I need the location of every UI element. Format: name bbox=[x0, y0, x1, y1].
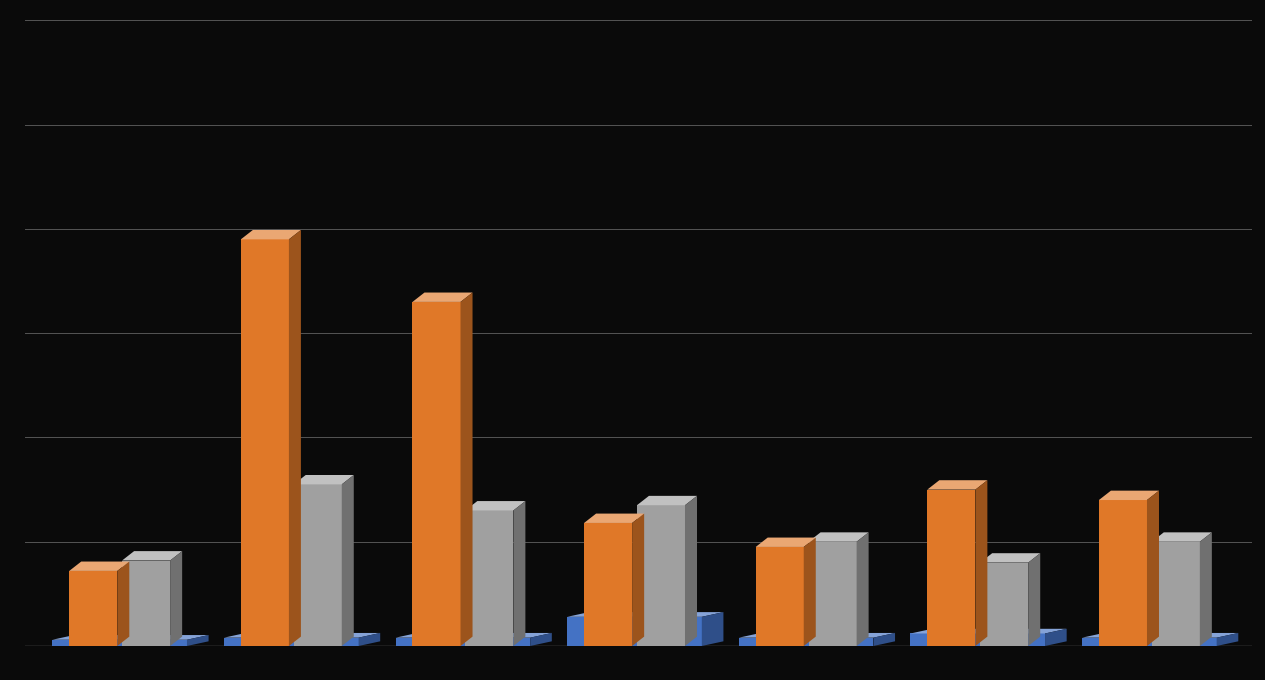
Polygon shape bbox=[739, 638, 873, 646]
Polygon shape bbox=[240, 239, 288, 646]
Polygon shape bbox=[911, 629, 1066, 634]
Polygon shape bbox=[1152, 532, 1212, 542]
Polygon shape bbox=[52, 635, 209, 640]
Polygon shape bbox=[632, 513, 644, 646]
Polygon shape bbox=[1199, 532, 1212, 646]
Polygon shape bbox=[358, 633, 381, 646]
Polygon shape bbox=[118, 562, 129, 646]
Polygon shape bbox=[460, 292, 473, 646]
Polygon shape bbox=[567, 617, 702, 646]
Polygon shape bbox=[396, 633, 552, 638]
Polygon shape bbox=[514, 501, 525, 646]
Polygon shape bbox=[975, 480, 988, 646]
Polygon shape bbox=[856, 532, 869, 646]
Polygon shape bbox=[1082, 638, 1217, 646]
Polygon shape bbox=[1028, 554, 1040, 646]
Polygon shape bbox=[342, 475, 354, 646]
Polygon shape bbox=[171, 551, 182, 646]
Polygon shape bbox=[1217, 633, 1238, 646]
Polygon shape bbox=[293, 475, 354, 484]
Polygon shape bbox=[755, 547, 803, 646]
Polygon shape bbox=[584, 523, 632, 646]
Polygon shape bbox=[412, 302, 460, 646]
Polygon shape bbox=[911, 634, 1045, 646]
Polygon shape bbox=[584, 513, 644, 523]
Polygon shape bbox=[1045, 629, 1066, 646]
Polygon shape bbox=[803, 538, 816, 646]
Polygon shape bbox=[980, 562, 1028, 646]
Polygon shape bbox=[739, 633, 896, 638]
Polygon shape bbox=[187, 635, 209, 646]
Polygon shape bbox=[927, 490, 975, 646]
Polygon shape bbox=[873, 633, 896, 646]
Polygon shape bbox=[702, 612, 724, 646]
Polygon shape bbox=[70, 571, 118, 646]
Polygon shape bbox=[638, 496, 697, 505]
Polygon shape bbox=[396, 638, 530, 646]
Polygon shape bbox=[1099, 491, 1159, 500]
Polygon shape bbox=[1082, 633, 1238, 638]
Polygon shape bbox=[927, 480, 988, 490]
Polygon shape bbox=[123, 560, 171, 646]
Polygon shape bbox=[638, 505, 684, 646]
Polygon shape bbox=[224, 633, 381, 638]
Polygon shape bbox=[466, 501, 525, 511]
Polygon shape bbox=[412, 292, 473, 302]
Polygon shape bbox=[70, 562, 129, 571]
Polygon shape bbox=[293, 484, 342, 646]
Polygon shape bbox=[808, 532, 869, 542]
Polygon shape bbox=[240, 230, 301, 239]
Polygon shape bbox=[684, 496, 697, 646]
Polygon shape bbox=[567, 612, 724, 617]
Polygon shape bbox=[1099, 500, 1147, 646]
Polygon shape bbox=[466, 511, 514, 646]
Polygon shape bbox=[808, 542, 856, 646]
Polygon shape bbox=[288, 230, 301, 646]
Polygon shape bbox=[52, 640, 187, 646]
Polygon shape bbox=[980, 554, 1040, 562]
Polygon shape bbox=[123, 551, 182, 560]
Polygon shape bbox=[530, 633, 552, 646]
Polygon shape bbox=[1147, 491, 1159, 646]
Polygon shape bbox=[224, 638, 358, 646]
Polygon shape bbox=[1152, 542, 1199, 646]
Polygon shape bbox=[755, 538, 816, 547]
